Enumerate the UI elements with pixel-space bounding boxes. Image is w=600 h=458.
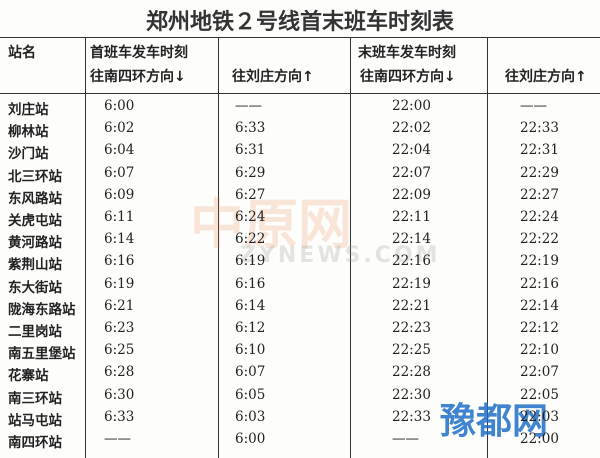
time-cell: 6:22 xyxy=(235,231,266,248)
time-cell: 22:16 xyxy=(392,253,431,270)
station-name: 紫荆山站 xyxy=(8,257,62,274)
header: 往南四环方向↓ xyxy=(90,69,186,85)
time-cell: —— xyxy=(392,431,419,447)
time-cell: 22:14 xyxy=(392,231,431,248)
station-name: 柳林站 xyxy=(8,124,49,141)
rule xyxy=(350,38,351,458)
time-cell: 6:16 xyxy=(235,275,266,292)
time-cell: 6:09 xyxy=(104,186,135,203)
time-cell: 22:07 xyxy=(392,164,431,181)
time-cell: 22:19 xyxy=(392,275,431,292)
header: 往刘庄方向↑ xyxy=(232,69,314,85)
time-cell: 22:04 xyxy=(392,142,431,159)
time-cell: 6:03 xyxy=(235,408,266,425)
time-cell: 22:30 xyxy=(392,386,431,403)
time-cell: 6:11 xyxy=(104,209,135,225)
time-cell: 22:21 xyxy=(392,297,431,314)
time-cell: 6:19 xyxy=(235,253,266,270)
station-name: 站马屯站 xyxy=(8,412,62,429)
station-name: 沙门站 xyxy=(8,146,49,163)
time-cell: 22:05 xyxy=(520,386,559,403)
time-cell: 22:25 xyxy=(392,342,431,359)
rule xyxy=(487,38,488,458)
time-cell: 6:07 xyxy=(235,364,266,381)
time-cell: 6:23 xyxy=(104,320,135,336)
time-cell: 6:05 xyxy=(235,386,266,403)
time-cell: 6:00 xyxy=(235,431,266,447)
station-name: 关虎屯站 xyxy=(8,213,62,229)
header: 末班车发车时刻 xyxy=(358,45,456,61)
time-cell: 6:02 xyxy=(104,120,135,137)
time-cell: 6:07 xyxy=(104,164,135,181)
time-cell: 6:33 xyxy=(104,408,135,425)
time-cell: 6:31 xyxy=(235,142,266,159)
time-cell: 22:23 xyxy=(392,320,431,336)
time-cell: 6:12 xyxy=(235,320,266,336)
station-name: 二里岗站 xyxy=(8,324,62,340)
time-cell: 22:09 xyxy=(392,186,431,203)
watermark: ZYNEWS.COM xyxy=(240,243,441,268)
time-cell: 22:12 xyxy=(520,320,559,336)
time-cell: 22:31 xyxy=(520,142,559,159)
time-cell: 6:19 xyxy=(104,275,135,292)
title: 郑州地铁２号线首末班车时刻表 xyxy=(145,10,454,35)
time-cell: 6:04 xyxy=(104,142,135,159)
time-cell: 22:28 xyxy=(392,364,431,381)
station-name: 东风路站 xyxy=(8,190,62,207)
watermark: 豫都网 xyxy=(440,401,549,442)
time-cell: 22:22 xyxy=(520,231,559,248)
time-cell: 6:14 xyxy=(104,231,135,248)
time-cell: 6:25 xyxy=(104,342,135,359)
station-name: 花寨站 xyxy=(8,368,49,385)
time-cell: 22:19 xyxy=(520,253,559,270)
time-cell: 22:00 xyxy=(520,431,559,447)
time-cell: 6:00 xyxy=(104,98,135,114)
time-cell: 22:33 xyxy=(392,408,431,425)
time-cell: 22:27 xyxy=(520,186,559,203)
time-cell: 6:28 xyxy=(104,364,135,381)
time-cell: 22:00 xyxy=(392,98,431,114)
time-cell: 22:16 xyxy=(520,275,559,292)
time-cell: 6:14 xyxy=(235,297,266,314)
station-name: 南三环站 xyxy=(8,390,62,407)
station-name: 北三环站 xyxy=(8,168,62,185)
rule xyxy=(0,37,600,38)
time-cell: —— xyxy=(104,431,131,447)
station-name: 南四环站 xyxy=(8,435,62,451)
time-cell: 6:33 xyxy=(235,120,266,137)
header: 站名 xyxy=(8,45,36,61)
header: 往刘庄方向↑ xyxy=(505,69,587,85)
time-cell: 22:14 xyxy=(520,297,559,314)
time-cell: 22:02 xyxy=(392,120,431,137)
header: 首班车发车时刻 xyxy=(90,45,188,61)
rule xyxy=(218,38,219,458)
station-name: 黄河路站 xyxy=(8,235,62,252)
station-name: 东大街站 xyxy=(8,279,62,296)
time-cell: 22:29 xyxy=(520,164,559,181)
time-cell: 6:16 xyxy=(104,253,135,270)
watermark: 中原网 xyxy=(190,193,352,256)
station-name: 刘庄站 xyxy=(8,102,49,118)
time-cell: —— xyxy=(520,98,547,114)
time-cell: 6:24 xyxy=(235,209,266,225)
time-cell: 6:29 xyxy=(235,164,266,181)
station-name: 南五里堡站 xyxy=(8,346,76,363)
time-cell: 6:21 xyxy=(104,297,135,314)
time-cell: 22:33 xyxy=(520,120,559,137)
header: 往南四环方向↓ xyxy=(360,69,456,85)
rule xyxy=(0,93,600,94)
time-cell: 6:27 xyxy=(235,186,266,203)
time-cell: 22:07 xyxy=(520,364,559,381)
time-cell: 22:11 xyxy=(392,209,431,225)
station-name: 陇海东路站 xyxy=(8,301,76,318)
time-cell: —— xyxy=(235,98,262,114)
time-cell: 22:24 xyxy=(520,209,559,225)
rule xyxy=(85,38,86,458)
time-cell: 22:03 xyxy=(520,408,559,425)
time-cell: 6:10 xyxy=(235,342,266,359)
time-cell: 6:30 xyxy=(104,386,135,403)
time-cell: 22:10 xyxy=(520,342,559,359)
